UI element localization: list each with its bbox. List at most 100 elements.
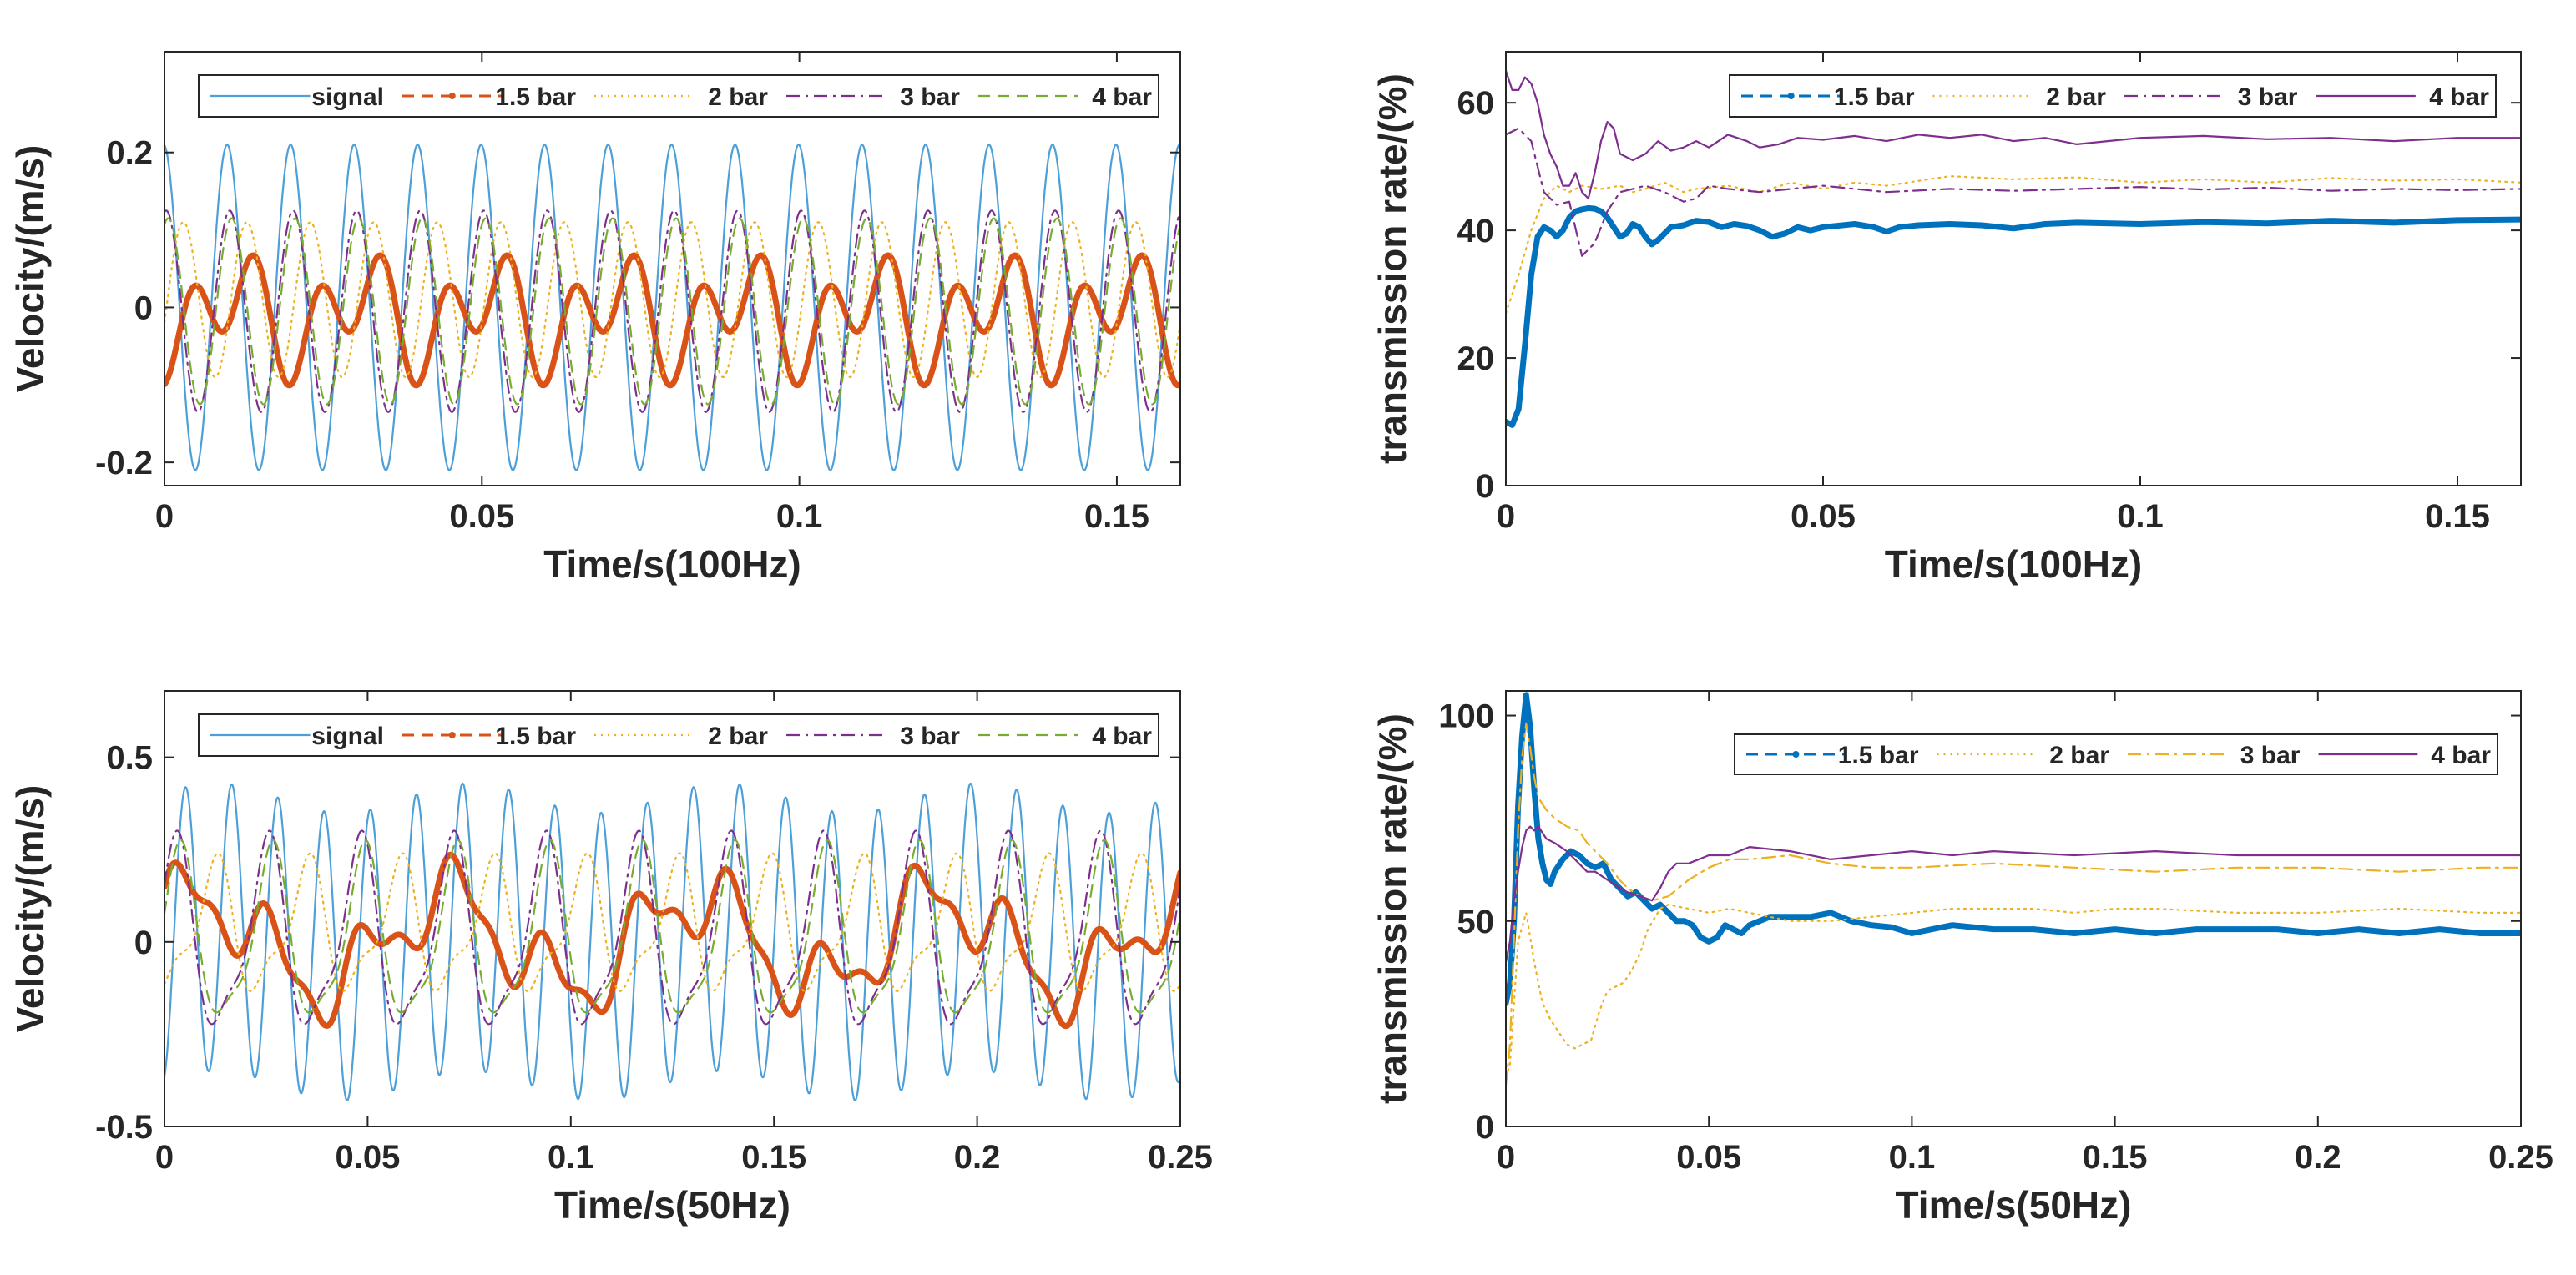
axes-frame-velocity-100hz — [164, 51, 1181, 486]
y-tick-label: 0 — [1476, 1109, 1494, 1146]
legend-marker-1-5-bar — [448, 93, 456, 99]
x-tick-label: 0 — [1497, 1139, 1515, 1176]
legend-label-4-bar: 4 bar — [2429, 83, 2489, 111]
legend-label-signal: signal — [311, 83, 384, 111]
legend-marker-1-5-bar — [1792, 751, 1800, 758]
x-tick-label: 0 — [155, 498, 174, 535]
x-tick-label: 0.05 — [449, 498, 514, 535]
series-4-bar — [1506, 825, 2521, 964]
x-tick-label: 0.15 — [741, 1139, 806, 1176]
legend-label-4-bar: 4 bar — [1092, 723, 1152, 750]
series-layer-velocity-100hz — [164, 144, 1180, 471]
legend-label-2-bar: 2 bar — [708, 83, 768, 111]
y-ticks-transmission-100hz: 0 20 40 60 — [1457, 85, 2521, 505]
x-tick-label: 0.05 — [1676, 1139, 1741, 1176]
x-tick-label: 0.25 — [2488, 1139, 2553, 1176]
axes-frame-velocity-50hz — [164, 690, 1181, 1127]
panel-velocity-50hz: 0 0.05 0.1 0.15 0.2 0.25 -0.500.5 Time/s(50Hz… — [8, 690, 1213, 1227]
legend-transmission-50hz: 1.5 bar 2 bar 3 bar 4 bar — [1734, 733, 2498, 775]
y-ticks-transmission-50hz: 0 50 100 — [1438, 698, 2521, 1146]
series-layer-transmission-100hz — [1506, 69, 2521, 428]
legend-label-3-bar: 3 bar — [900, 723, 960, 750]
series-3-bar — [1506, 127, 2521, 257]
x-tick-label: 0 — [1497, 498, 1515, 535]
x-tick-label: 0.2 — [2295, 1139, 2341, 1176]
legend-box — [198, 713, 1159, 757]
axes-frame-transmission-100hz — [1505, 51, 2522, 486]
x-tick-label: 0.1 — [776, 498, 823, 535]
series-4-bar — [1506, 69, 2521, 199]
series-4-bar — [164, 217, 1180, 406]
x-tick-label: 0.1 — [1889, 1139, 1936, 1176]
x-axis-label: Time/s(50Hz) — [554, 1183, 790, 1227]
x-ticks-transmission-50hz: 0 0.05 0.1 0.15 0.2 0.25 — [1497, 691, 2553, 1176]
series-3-bar — [164, 209, 1180, 413]
plot-area-transmission-100hz — [1506, 52, 2521, 486]
y-tick-label: 0 — [134, 925, 153, 961]
x-tick-label: 0.05 — [335, 1139, 400, 1176]
x-ticks-velocity-50hz: 0 0.05 0.1 0.15 0.2 0.25 — [155, 691, 1213, 1176]
y-tick-label: 50 — [1457, 904, 1495, 940]
series-1-5-bar — [164, 851, 1180, 1030]
y-tick-label: 0 — [1476, 468, 1494, 505]
x-tick-label: 0.15 — [1084, 498, 1149, 535]
y-axis-label: transmission rate/(%) — [1371, 713, 1414, 1104]
legend-velocity-100hz: signal 1.5 bar 2 bar 3 bar 4 bar — [198, 74, 1159, 118]
y-tick-label: 0 — [134, 290, 153, 326]
legend-velocity-50hz: signal 1.5 bar 2 bar 3 bar 4 bar — [198, 713, 1159, 757]
legend-marker-1-5-bar — [1787, 93, 1795, 99]
x-axis-label: Time/s(100Hz) — [543, 542, 801, 586]
legend-transmission-100hz: 1.5 bar 2 bar 3 bar 4 bar — [1729, 74, 2497, 118]
legend-label-1-5-bar: 1.5 bar — [495, 723, 576, 750]
y-axis-label: Velocity/(m/s) — [8, 785, 52, 1033]
series-1-5-bar — [164, 252, 1180, 389]
y-ticks-velocity-50hz: -0.5 0 0.5 — [95, 740, 1180, 1146]
plot-area-velocity-100hz — [164, 52, 1180, 486]
x-tick-label: 0.15 — [2425, 498, 2490, 535]
y-tick-label: 60 — [1457, 85, 1495, 122]
x-tick-label: 0.15 — [2083, 1139, 2148, 1176]
legend-label-3-bar: 3 bar — [2238, 83, 2298, 111]
series-layer-transmission-50hz — [1506, 692, 2521, 1086]
legend-label-3-bar: 3 bar — [900, 83, 960, 111]
x-axis-label: Time/s(50Hz) — [1896, 1183, 2132, 1227]
y-tick-label: 100 — [1438, 698, 1494, 735]
x-ticks-transmission-100hz: 0 0.05 0.1 0.15 — [1497, 52, 2490, 535]
y-tick-label: 20 — [1457, 340, 1495, 377]
legend-label-2-bar: 2 bar — [2049, 742, 2109, 769]
y-tick-label: 0.2 — [106, 135, 153, 172]
legend-label-4-bar: 4 bar — [1092, 83, 1152, 111]
x-tick-label: 0.05 — [1791, 498, 1856, 535]
x-tick-label: 0.1 — [548, 1139, 594, 1176]
x-tick-label: 0.1 — [2117, 498, 2164, 535]
legend-label-3-bar: 3 bar — [2240, 742, 2301, 769]
y-tick-label: 40 — [1457, 213, 1495, 249]
series-1-5-bar — [1506, 692, 2521, 1006]
legend-label-4-bar: 4 bar — [2431, 742, 2491, 769]
y-tick-label: -0.2 — [95, 445, 153, 481]
legend-label-2-bar: 2 bar — [2046, 83, 2106, 111]
legend-label-1-5-bar: 1.5 bar — [1834, 83, 1915, 111]
legend-marker-1-5-bar — [448, 732, 456, 738]
axes-frame-transmission-50hz — [1505, 690, 2522, 1127]
series-1-5-bar — [1506, 204, 2521, 428]
legend-label-2-bar: 2 bar — [708, 723, 768, 750]
panel-velocity-100hz: 0 0.05 0.1 0.15 -0.200.2 Time/s(100Hz) Velo… — [8, 51, 1181, 586]
y-tick-label: -0.5 — [95, 1109, 153, 1146]
series-3-bar — [164, 829, 1180, 1026]
series-4-bar — [164, 839, 1180, 1014]
y-axis-label: Velocity/(m/s) — [8, 145, 52, 393]
x-tick-label: 0.2 — [954, 1139, 1001, 1176]
legend-label-signal: signal — [311, 723, 384, 750]
legend-label-1-5-bar: 1.5 bar — [1838, 742, 1919, 769]
series-signal — [164, 782, 1180, 1101]
y-axis-label: transmission rate/(%) — [1371, 73, 1414, 464]
x-ticks-velocity-100hz: 0 0.05 0.1 0.15 — [155, 52, 1149, 535]
y-ticks-velocity-100hz: -0.2 0 0.2 — [95, 135, 1180, 481]
series-layer-velocity-50hz — [164, 782, 1180, 1101]
x-tick-label: 0 — [155, 1139, 174, 1176]
legend-label-1-5-bar: 1.5 bar — [495, 83, 576, 111]
y-tick-label: 0.5 — [106, 740, 153, 777]
